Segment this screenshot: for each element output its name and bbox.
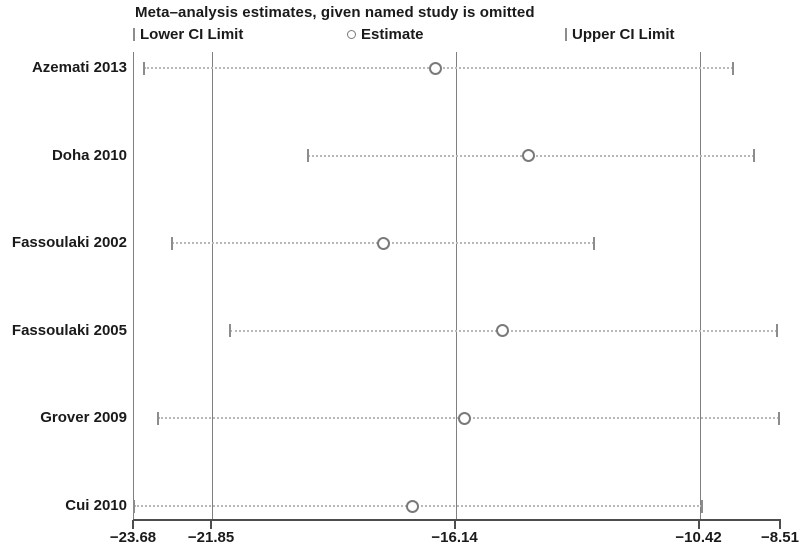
x-tick-label: −8.51 bbox=[761, 529, 799, 546]
reference-line bbox=[212, 52, 214, 520]
study-label: Azemati 2013 bbox=[31, 59, 127, 76]
x-tick bbox=[779, 520, 781, 529]
plot-area bbox=[133, 52, 781, 520]
upper-ci-tick bbox=[753, 149, 756, 163]
estimate-circle bbox=[406, 499, 420, 513]
lower-ci-limit-bar-icon bbox=[133, 27, 135, 41]
x-tick bbox=[132, 520, 134, 529]
study-label: Cui 2010 bbox=[65, 497, 127, 514]
estimate-circle bbox=[429, 61, 443, 75]
upper-ci-tick bbox=[593, 236, 596, 250]
lower-ci-tick bbox=[133, 499, 135, 513]
x-tick bbox=[697, 520, 700, 529]
study-label: Doha 2010 bbox=[51, 146, 127, 164]
lower-ci-tick bbox=[307, 149, 309, 163]
estimate-circle bbox=[457, 411, 471, 425]
legend-label-lower-ci: Lower CI Limit bbox=[140, 25, 244, 43]
upper-ci-tick bbox=[701, 499, 704, 513]
study-label: Fassoulaki 2002 bbox=[11, 234, 127, 252]
x-tick bbox=[453, 520, 456, 529]
lower-ci-tick bbox=[156, 411, 159, 425]
x-tick-label: −21.85 bbox=[187, 529, 235, 546]
lower-ci-tick bbox=[170, 236, 173, 250]
upper-ci-tick bbox=[732, 61, 735, 75]
upper-ci-limit-bar-icon bbox=[565, 27, 567, 41]
legend-item-upper-ci: Upper CI Limit bbox=[565, 25, 675, 43]
study-label: Fassoulaki 2005 bbox=[11, 321, 127, 339]
estimate-circle bbox=[522, 149, 536, 163]
upper-ci-tick bbox=[778, 411, 781, 425]
x-axis-line bbox=[133, 519, 781, 521]
legend-label-upper-ci: Upper CI Limit bbox=[572, 25, 675, 43]
legend-item-lower-ci: Lower CI Limit bbox=[133, 25, 243, 43]
estimate-circle bbox=[495, 324, 509, 338]
x-tick bbox=[210, 520, 213, 529]
chart-title: Meta–analysis estimates, given named stu… bbox=[135, 4, 535, 21]
legend-label-estimate: Estimate bbox=[361, 25, 424, 43]
estimate-circle bbox=[376, 236, 390, 250]
estimate-circle-icon bbox=[347, 29, 356, 39]
reference-line bbox=[455, 52, 457, 520]
upper-ci-tick bbox=[776, 324, 779, 338]
lower-ci-tick bbox=[142, 61, 145, 75]
lower-ci-tick bbox=[228, 324, 231, 338]
x-tick-label: −16.14 bbox=[431, 529, 478, 546]
x-tick-label: −23.68 bbox=[109, 529, 157, 546]
x-tick-label: −10.42 bbox=[675, 529, 722, 546]
legend-item-estimate: Estimate bbox=[347, 25, 424, 43]
study-label: Grover 2009 bbox=[40, 409, 127, 427]
reference-line bbox=[699, 52, 701, 520]
